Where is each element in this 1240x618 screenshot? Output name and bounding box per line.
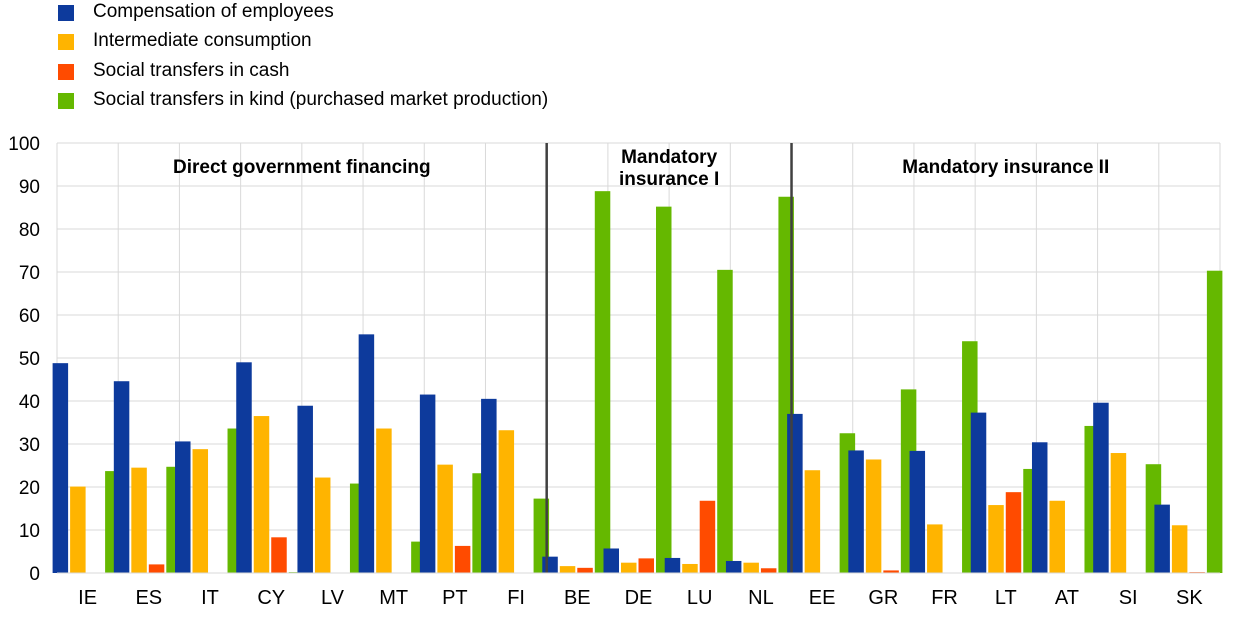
x-tick-label: FI — [507, 587, 525, 609]
x-tick-label: GR — [868, 587, 898, 609]
bar — [682, 563, 698, 573]
bar — [725, 560, 742, 573]
bar — [175, 441, 191, 573]
legend-swatch-kind — [58, 93, 74, 110]
bar — [909, 450, 926, 573]
legend-label-cash: Social transfers in cash — [93, 59, 290, 81]
bar — [699, 500, 716, 573]
bar — [559, 566, 576, 573]
bar — [542, 556, 558, 573]
group-label: Direct government financing — [173, 157, 431, 178]
bar — [664, 557, 681, 573]
bar — [787, 413, 803, 573]
bar — [70, 486, 86, 573]
x-tick-label: FR — [931, 587, 958, 609]
bar — [804, 470, 821, 573]
bar — [760, 568, 777, 573]
y-tick-label: 80 — [19, 220, 40, 241]
x-tick-label: ES — [135, 587, 162, 609]
bar — [131, 467, 147, 573]
bar — [1206, 270, 1223, 573]
y-tick-label: 50 — [19, 349, 40, 370]
y-tick-label: 30 — [19, 435, 40, 456]
bar — [621, 562, 637, 573]
x-tick-label: EE — [809, 587, 836, 609]
x-tick-label: MT — [379, 587, 408, 609]
bar — [271, 537, 287, 573]
bar — [1154, 504, 1170, 573]
bar — [717, 269, 733, 573]
bar — [1005, 492, 1022, 573]
bar — [603, 548, 619, 573]
bar — [148, 564, 165, 573]
legend-label-compensation: Compensation of employees — [93, 1, 334, 22]
x-tick-label: NL — [748, 587, 774, 609]
x-tick-label: SK — [1176, 587, 1203, 609]
bar — [927, 524, 943, 573]
bar — [743, 562, 759, 573]
bar — [865, 459, 882, 573]
bar — [52, 363, 69, 573]
x-tick-label: SI — [1119, 587, 1138, 609]
x-tick-label: CY — [257, 587, 285, 609]
bar — [988, 505, 1004, 573]
bar — [1093, 402, 1109, 573]
x-tick-label: AT — [1055, 587, 1079, 609]
legend-label-intermediate: Intermediate consumption — [93, 30, 312, 52]
bar — [1049, 500, 1065, 573]
bar — [113, 381, 130, 573]
bar — [1031, 442, 1048, 573]
bar — [376, 428, 392, 573]
legend-swatch-intermediate — [58, 34, 74, 51]
bar — [454, 545, 471, 573]
bar — [358, 334, 375, 573]
x-tick-label: PT — [442, 587, 468, 609]
x-tick-label: IE — [78, 587, 97, 609]
x-tick-label: LU — [687, 587, 713, 609]
y-tick-label: 20 — [19, 478, 40, 499]
bar — [314, 477, 331, 573]
y-tick-label: 70 — [19, 263, 40, 284]
legend-swatch-compensation — [58, 5, 74, 21]
x-tick-label: LV — [321, 587, 345, 609]
bar — [481, 398, 497, 573]
bar — [253, 416, 270, 573]
bar — [970, 412, 987, 573]
y-tick-label: 100 — [8, 134, 40, 155]
bar — [577, 567, 593, 573]
bar — [883, 570, 899, 573]
bar — [1110, 453, 1127, 573]
bar — [656, 206, 672, 573]
bar — [419, 394, 436, 573]
bar — [236, 362, 252, 573]
bar — [1171, 525, 1188, 573]
bar — [594, 191, 611, 573]
x-tick-label: DE — [625, 587, 653, 609]
y-tick-label: 90 — [19, 177, 40, 198]
group-label: Mandatory insurance II — [902, 157, 1109, 178]
legend-swatch-cash — [58, 63, 74, 80]
bar — [192, 449, 209, 573]
y-tick-label: 60 — [19, 306, 40, 327]
y-tick-label: 0 — [29, 564, 40, 585]
x-tick-label: BE — [564, 587, 591, 609]
group-label: Mandatory — [621, 147, 718, 168]
bar — [848, 450, 864, 573]
bar — [638, 558, 654, 573]
bar — [437, 464, 453, 573]
y-tick-label: 10 — [19, 521, 40, 542]
bar — [498, 430, 515, 573]
y-tick-label: 40 — [19, 392, 40, 413]
x-tick-label: IT — [201, 587, 219, 609]
legend-label-kind: Social transfers in kind (purchased mark… — [93, 89, 549, 111]
bar — [533, 498, 550, 573]
group-label: insurance I — [619, 169, 719, 190]
x-tick-label: LT — [995, 587, 1017, 609]
bar — [297, 405, 313, 573]
